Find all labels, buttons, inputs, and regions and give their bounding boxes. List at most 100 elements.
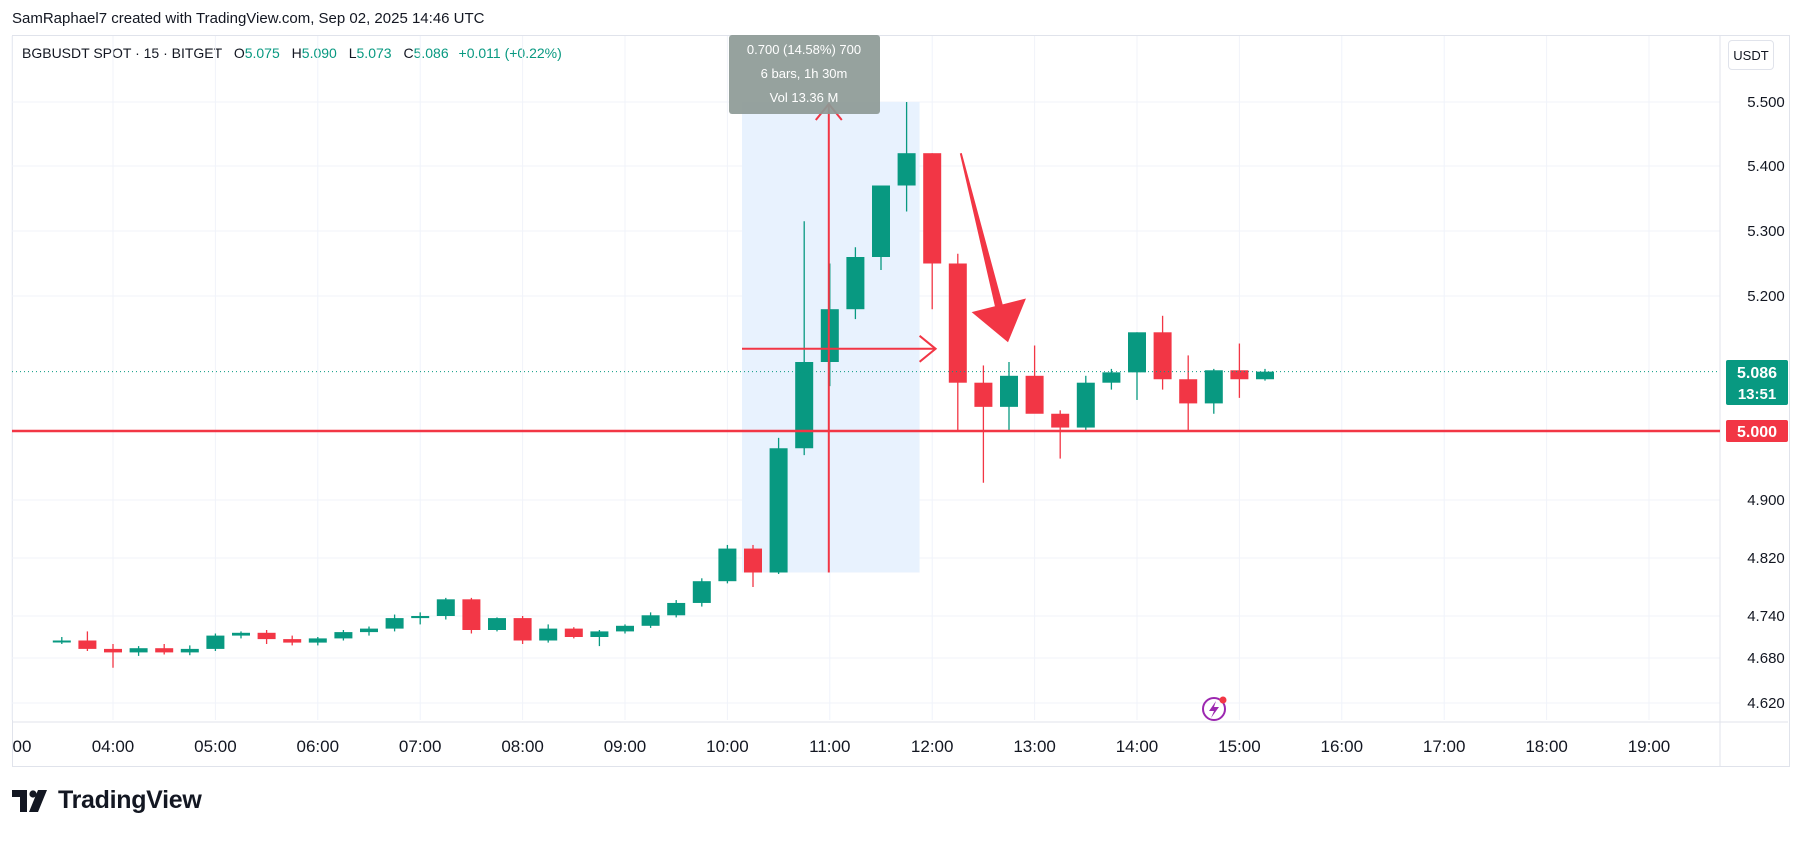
y-tick-label: 5.400 [1747,158,1785,175]
candlestick-chart[interactable]: 5.500 5.400 5.300 5.200 4.900 4.820 4.740 4.680… [0,0,1804,780]
candles [52,102,1274,668]
last-price-label: 5.086 13:51 [1726,360,1788,405]
low-value: 5.073 [356,45,392,61]
y-tick-label: 4.620 [1747,695,1785,712]
symbol-info[interactable]: BGBUSDT SPOT · 15 · BITGET [22,45,222,61]
measure-tooltip-line3: Vol 13.36 M [770,90,839,105]
candle-body[interactable] [641,615,660,626]
measure-tooltip-line1: 0.700 (14.58%) 700 [747,42,861,57]
candle-body[interactable] [795,362,814,449]
lightning-icon[interactable] [1202,696,1227,721]
candle-body[interactable] [52,640,71,643]
candle-body[interactable] [411,616,430,619]
x-tick-label: 14:00 [1116,737,1159,756]
tradingview-logo[interactable]: TradingView [12,786,202,815]
x-tick-label: 19:00 [1628,737,1671,756]
y-axis-ticks: 5.500 5.400 5.300 5.200 4.900 4.820 4.740 4.680… [1747,94,1785,712]
candle-body[interactable] [513,618,532,641]
currency-button[interactable]: USDT [1728,40,1774,70]
candle-body[interactable] [360,628,378,633]
candle-body[interactable] [948,263,967,383]
candle-body[interactable] [488,618,506,630]
candle-body[interactable] [590,631,609,637]
candle-body[interactable] [1179,379,1198,404]
x-tick-label: 12:00 [911,737,954,756]
y-tick-label: 5.300 [1747,223,1785,240]
y-tick-label: 4.820 [1747,550,1785,567]
chart-credit: SamRaphael7 created with TradingView.com… [12,10,485,27]
candle-body[interactable] [180,648,199,653]
candle-body[interactable] [897,153,916,186]
close-value: 5.086 [413,45,449,61]
tradingview-logo-icon [12,789,47,812]
measure-horizontal-arrowhead [918,335,938,363]
tradingview-wordmark: TradingView [58,786,202,814]
open-value: 5.075 [244,45,280,61]
x-tick-label: 05:00 [194,737,237,756]
candle-body[interactable] [974,382,993,407]
last-price-box [1726,360,1788,405]
change-value: +0.011 (+0.22%) [458,45,562,61]
x-tick-label: 16:00 [1321,737,1364,756]
x-tick-label: 17:00 [1423,737,1466,756]
candle-body[interactable] [1204,370,1223,404]
y-tick-label: 4.740 [1747,608,1785,625]
candle-body[interactable] [718,548,737,582]
candle-body[interactable] [1230,370,1249,380]
x-tick-label: 07:00 [399,737,442,756]
y-tick-label: 5.500 [1747,94,1785,111]
candle-body[interactable] [206,635,225,649]
candle-body[interactable] [1153,332,1172,380]
candle-body[interactable] [692,581,711,603]
measure-tooltip: 0.700 (14.58%) 700 6 bars, 1h 30m Vol 13… [729,35,880,114]
last-price-value: 5.086 [1737,365,1777,382]
candle-body[interactable] [1076,382,1095,428]
candle-body[interactable] [1051,413,1070,428]
candle-body[interactable] [308,638,327,643]
candle-body[interactable] [539,628,558,641]
candle-body[interactable] [334,632,353,639]
candle-body[interactable] [232,632,250,636]
down-arrow-annotation[interactable] [959,152,1026,343]
candle-body[interactable] [462,599,481,630]
open-label: O [233,45,245,61]
last-price-countdown: 13:51 [1738,386,1776,403]
level-price-value: 5.000 [1737,424,1777,441]
candle-body[interactable] [1000,375,1018,407]
candle-body[interactable] [744,548,762,573]
candle-body[interactable] [846,257,865,310]
candle-body[interactable] [104,648,122,653]
high-label: H [291,45,302,61]
candle-body[interactable] [1128,332,1146,373]
x-tick-label: 18:00 [1525,737,1568,756]
ohlc-legend: BGBUSDT SPOT · 15 · BITGET O5.075 H5.090… [22,45,562,61]
x-tick-label: 09:00 [604,737,647,756]
candle-body[interactable] [385,618,404,629]
level-price-label: 5.000 [1726,420,1788,442]
candle-body[interactable] [667,602,686,616]
candle-body[interactable] [769,448,788,573]
y-tick-label: 4.900 [1747,492,1785,509]
low-label: L [348,45,357,61]
level-price-box [1726,420,1788,442]
candle-body[interactable] [283,639,302,643]
candle-body[interactable] [257,632,276,640]
candle-body[interactable] [1025,375,1044,414]
candle-body[interactable] [1102,372,1121,383]
candle-body[interactable] [436,599,455,616]
candle-body[interactable] [155,648,174,653]
candle-body[interactable] [78,640,97,649]
candle-body[interactable] [129,648,148,653]
measure-tooltip-box [729,35,880,114]
candle-body[interactable] [1256,371,1274,380]
x-tick-label: 11:00 [809,737,850,756]
y-tick-label: 4.680 [1747,650,1785,667]
x-tick-label: 04:00 [92,737,135,756]
candle-body[interactable] [564,628,583,637]
candle-body[interactable] [616,625,634,632]
y-tick-label: 5.200 [1747,288,1785,305]
x-tick-label: 08:00 [501,737,544,756]
candle-body[interactable] [872,185,890,258]
measure-tooltip-line2: 6 bars, 1h 30m [761,66,848,81]
candle-body[interactable] [923,153,942,264]
